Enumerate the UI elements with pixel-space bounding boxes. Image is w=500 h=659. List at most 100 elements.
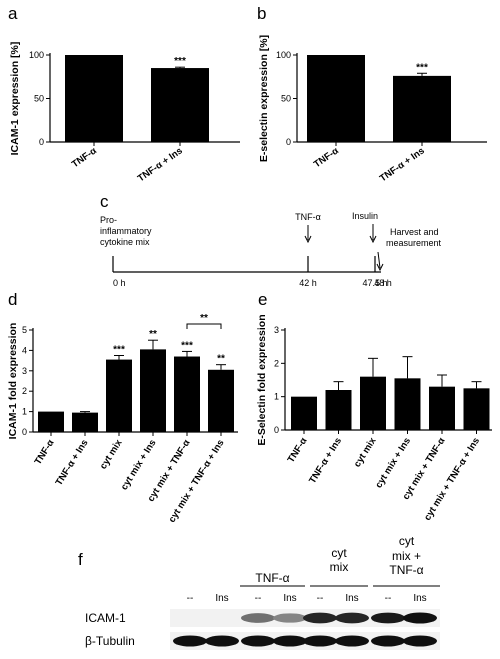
chart-e: E-Selectin fold expression 0 1 2 3 TNF-αTNF-α… [256,314,492,523]
panel-letter-c: c [100,192,109,211]
y-tick-label: 2 [22,386,27,396]
arrow-head [304,235,312,244]
blot-band [303,635,337,647]
blot-group-label: cyt [331,546,347,560]
timeline-arrow [377,251,381,269]
arrow-head [376,263,384,272]
y-tick-label: 5 [22,325,27,335]
y-tick-label: 1 [22,407,27,417]
y-tick-label: 0 [39,137,44,147]
blot-row-label: β-Tubulin [85,634,135,648]
y-tick-label: 50 [34,94,44,104]
x-tick-label: TNF-α [70,145,99,170]
blot-lane-label: Ins [345,593,358,604]
chart-a: ICAM-1 expression [%] 0 50 100 TNF-α *** TNF-α… [9,42,240,184]
blot-band [371,635,405,647]
x-tick-label: TNF-α [286,436,310,465]
significance-label: ** [149,329,157,340]
x-tick-label: cyt mix + Ins [119,438,159,492]
y-axis-label: ICAM-1 fold expression [7,323,19,440]
significance-label: ** [217,354,225,365]
blot-band [241,613,275,623]
timeline-event-label: TNF-α [295,212,321,222]
arrow-head [369,235,377,244]
bar [307,55,365,142]
blot-band [403,635,437,647]
timeline-time-label: 0 h [113,278,126,288]
chart-b: E-selectin expression [%] 0 50 100 TNF-α *** T… [258,35,487,184]
significance-label: *** [416,62,428,73]
bar [65,55,123,142]
bar [325,390,352,430]
significance-bracket [186,323,222,329]
bar [394,378,421,430]
significance-label: *** [181,340,193,351]
blot-group-label: mix [330,560,349,574]
blot-lane-label: -- [385,593,392,604]
blot-lane-label: Ins [215,593,228,604]
x-tick-label: cyt mix [98,437,125,471]
bar [140,349,166,432]
blot-band [335,635,369,647]
y-axis-label: E-selectin expression [%] [258,35,270,162]
blot-band [303,612,337,624]
blot-lane-label: Ins [283,593,296,604]
y-tick-label: 0 [274,425,279,435]
panel-letter-f: f [78,550,83,569]
significance-label: *** [113,345,125,356]
bar [291,396,317,430]
blot-band [205,635,239,647]
significance-label: *** [174,56,186,67]
y-tick-label: 0 [22,427,27,437]
x-tick-label: TNF-α + Ins [54,438,91,488]
x-tick-label: TNF-α [33,438,57,467]
blot-band [403,612,437,624]
y-tick-label: 50 [281,94,291,104]
bar [38,411,64,432]
x-tick-label: TNF-α + Ins [136,145,185,184]
panel-letter-a: a [8,4,18,23]
x-tick-label: cyt mix + Ins [373,436,413,490]
blot-group-label: TNF-α [255,571,289,585]
bar [208,369,234,432]
x-tick-label: cyt mix [352,435,379,469]
y-tick-label: 100 [29,50,44,60]
bar [151,68,209,142]
timeline-event-label: inflammatory [100,226,152,236]
timeline-event-label: Harvest and [390,227,439,237]
bracket-label: ** [200,313,208,324]
y-tick-label: 4 [22,345,27,355]
blot-band [273,613,307,623]
y-tick-label: 100 [276,50,291,60]
y-axis-label: E-Selectin fold expression [256,314,268,445]
blot-group-label: TNF-α [389,563,423,577]
y-tick-label: 3 [22,366,27,376]
panel-letter-b: b [257,4,266,23]
blot-group-label: cyt [399,534,415,548]
timeline-event-label: Insulin [352,211,378,221]
blot-lane-label: -- [317,593,324,604]
x-tick-label: TNF-α [312,145,341,170]
blot-lane-label: -- [255,593,262,604]
bar [106,359,132,432]
blot-band [173,635,207,647]
bar [393,75,451,142]
blot-band [371,612,405,624]
bar [174,356,200,432]
timeline-time-label: 42 h [299,278,317,288]
y-axis-label: ICAM-1 expression [%] [9,42,21,156]
y-tick-label: 2 [274,358,279,368]
timeline-time-label: 47.5 h [362,278,387,288]
x-tick-label: TNF-α + Ins [307,436,344,486]
bar [429,386,455,430]
y-tick-label: 3 [274,325,279,335]
timeline-time-label: 48 h [374,278,392,288]
panel-letter-d: d [8,290,17,309]
x-tick-label: TNF-α + Ins [378,145,427,184]
blot-band [241,635,275,647]
blot-group-label: mix + [392,549,421,563]
